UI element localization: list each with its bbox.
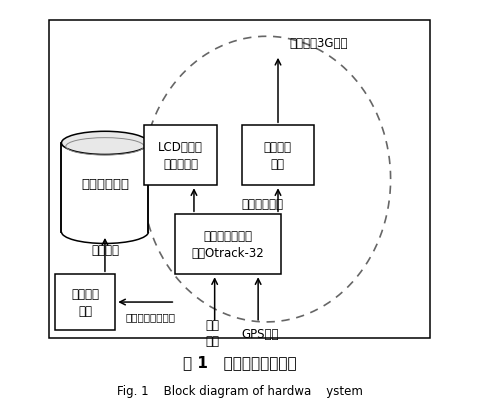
Text: Fig. 1    Block diagram of hardwa    ystem: Fig. 1 Block diagram of hardwa ystem bbox=[116, 384, 363, 397]
Bar bbox=[175, 215, 281, 275]
Bar bbox=[144, 126, 217, 186]
Text: 无线通信
模块: 无线通信 模块 bbox=[264, 141, 292, 171]
Text: 主机控制
系统: 主机控制 系统 bbox=[71, 287, 99, 318]
Text: 控制移动通信硬件: 控制移动通信硬件 bbox=[125, 311, 175, 321]
Bar bbox=[49, 21, 430, 339]
Bar bbox=[241, 126, 314, 186]
Text: 外围功能模块: 外围功能模块 bbox=[241, 198, 283, 211]
Text: 北斗
系统: 北斗 系统 bbox=[205, 318, 219, 347]
Text: 图 1   整体硬件系统框图: 图 1 整体硬件系统框图 bbox=[182, 354, 297, 369]
Text: 多系统兼容导航
芯片Otrack-32: 多系统兼容导航 芯片Otrack-32 bbox=[192, 230, 264, 260]
Text: 存储信息: 存储信息 bbox=[91, 243, 119, 256]
Text: LCD显示及
交互模模块: LCD显示及 交互模模块 bbox=[158, 141, 203, 171]
Bar bbox=[61, 143, 148, 232]
Text: 移动通信3G网络: 移动通信3G网络 bbox=[289, 37, 347, 50]
Ellipse shape bbox=[61, 132, 148, 155]
Bar bbox=[55, 275, 115, 330]
Text: GPS系统: GPS系统 bbox=[241, 327, 279, 340]
Text: 数据存储系统: 数据存储系统 bbox=[81, 177, 129, 190]
